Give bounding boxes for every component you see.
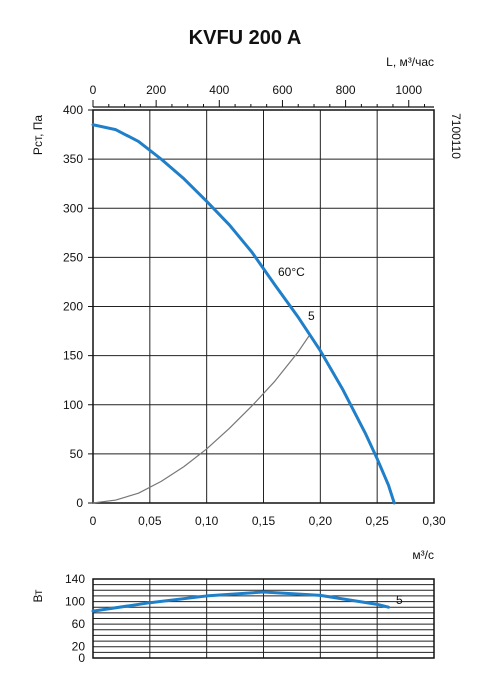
- top-tick-label: 200: [146, 83, 166, 97]
- x-tick-label: 0,10: [195, 514, 219, 528]
- power-annotation-5: 5: [396, 593, 403, 607]
- y-tick-label: 0: [76, 496, 83, 510]
- top-axis-label: L, м³/час: [386, 55, 434, 69]
- annotation-5: 5: [308, 309, 315, 323]
- y-tick-label: 350: [63, 152, 83, 166]
- annotation-60c: 60°C: [278, 265, 305, 279]
- top-tick-label: 0: [90, 83, 97, 97]
- figure-code: 7100110: [449, 113, 463, 159]
- y-tick-label: 150: [63, 349, 83, 363]
- plot-frame: [92, 109, 435, 504]
- x-tick-label: 0,15: [252, 514, 276, 528]
- x-tick-label: 0,20: [309, 514, 333, 528]
- pressure-curve-60c: [91, 123, 396, 505]
- x-tick-label: 0: [90, 514, 97, 528]
- top-tick-label: 400: [209, 83, 229, 97]
- x-tick-label: 0,25: [365, 514, 389, 528]
- power-y-axis-label: Вт: [31, 589, 45, 603]
- power-y-tick-label: 140: [65, 572, 85, 586]
- y-tick-label: 50: [70, 447, 84, 461]
- y-tick-label: 250: [63, 250, 83, 264]
- y-tick-label: 300: [63, 201, 83, 215]
- power-y-tick-label: 0: [78, 651, 85, 665]
- x-tick-label: 0,05: [138, 514, 162, 528]
- power-y-tick-label: 20: [72, 640, 86, 654]
- x-tick-label: 0,30: [422, 514, 446, 528]
- power-plot-frame: [92, 578, 435, 659]
- top-tick-label: 800: [336, 83, 356, 97]
- power-y-tick-label: 60: [72, 617, 86, 631]
- chart-title: KVFU 200 A: [189, 27, 302, 49]
- system-curve-5: [92, 335, 310, 504]
- y-axis-label: Pст, Па: [31, 115, 45, 155]
- y-tick-label: 200: [63, 300, 83, 314]
- power-y-tick-label: 100: [65, 595, 85, 609]
- x-axis-label: м³/с: [412, 548, 434, 562]
- top-tick-label: 1000: [395, 83, 422, 97]
- top-tick-label: 600: [272, 83, 292, 97]
- y-tick-label: 100: [63, 398, 83, 412]
- y-tick-label: 400: [63, 103, 83, 117]
- power-curve-5: [91, 590, 391, 613]
